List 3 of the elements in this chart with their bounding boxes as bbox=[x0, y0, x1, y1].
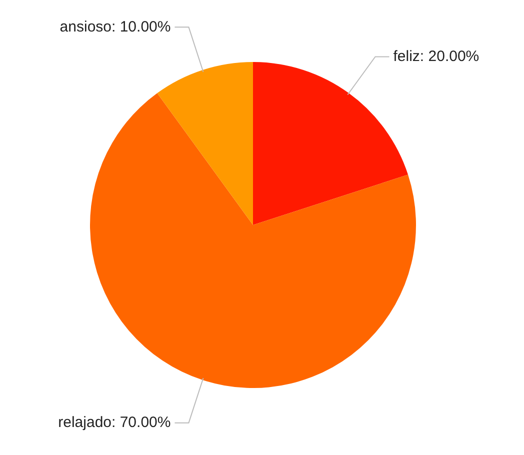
slice-label: relajado: 70.00% bbox=[58, 414, 171, 431]
slice-label: feliz: 20.00% bbox=[393, 48, 480, 65]
slice-label: ansioso: 10.00% bbox=[60, 18, 171, 36]
